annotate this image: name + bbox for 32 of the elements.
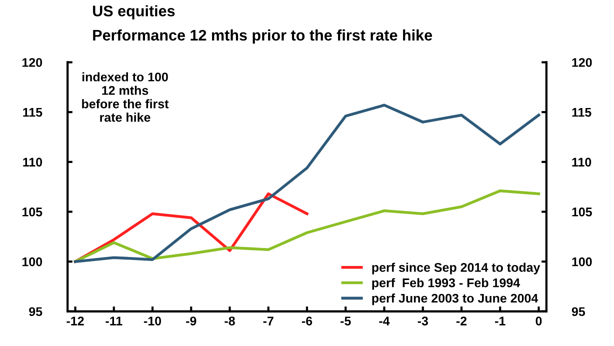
y-tick-label: 115 xyxy=(23,108,42,117)
x-tick-label: -1 xyxy=(495,316,506,326)
x-tick-label: -4 xyxy=(379,316,390,326)
x-tick-label: 0 xyxy=(536,316,542,326)
x-tick-label: -2 xyxy=(456,316,467,326)
legend-label: perf since Sep 2014 to today xyxy=(372,262,540,274)
legend-label: perf June 2003 to June 2004 xyxy=(372,294,538,306)
chart-title: US equities xyxy=(93,5,175,20)
y2-tick-label: 115 xyxy=(572,108,592,117)
x-tick-label: -10 xyxy=(144,316,162,326)
y-tick-label: 105 xyxy=(22,208,42,216)
x-tick-label: -9 xyxy=(186,316,196,326)
legend-label: perf Feb 1993 - Feb 1994 xyxy=(372,278,520,290)
x-tick-label: -11 xyxy=(106,316,122,326)
y-tick-label: 100 xyxy=(22,257,42,266)
y2-tick-label: 105 xyxy=(572,208,592,216)
y-tick-label: 95 xyxy=(29,307,42,316)
x-tick-label: -7 xyxy=(263,316,274,326)
y2-tick-label: 95 xyxy=(572,307,586,316)
x-tick-label: -6 xyxy=(302,316,312,326)
chart-subtitle: Performance 12 mths prior to the first rate hike xyxy=(93,29,432,44)
y2-tick-label: 120 xyxy=(572,58,592,67)
y2-tick-label: 110 xyxy=(572,158,592,167)
x-tick-label: -5 xyxy=(340,316,351,326)
y-tick-label: 120 xyxy=(22,58,42,67)
x-tick-label: -12 xyxy=(66,316,84,326)
x-tick-label: -3 xyxy=(418,316,428,326)
y-tick-label: 110 xyxy=(23,158,42,167)
x-tick-label: -8 xyxy=(224,316,235,326)
line-series xyxy=(74,189,540,263)
annotation: indexed to 100 12 mths before the first rate hike xyxy=(82,72,169,122)
y2-tick-label: 100 xyxy=(572,257,592,266)
